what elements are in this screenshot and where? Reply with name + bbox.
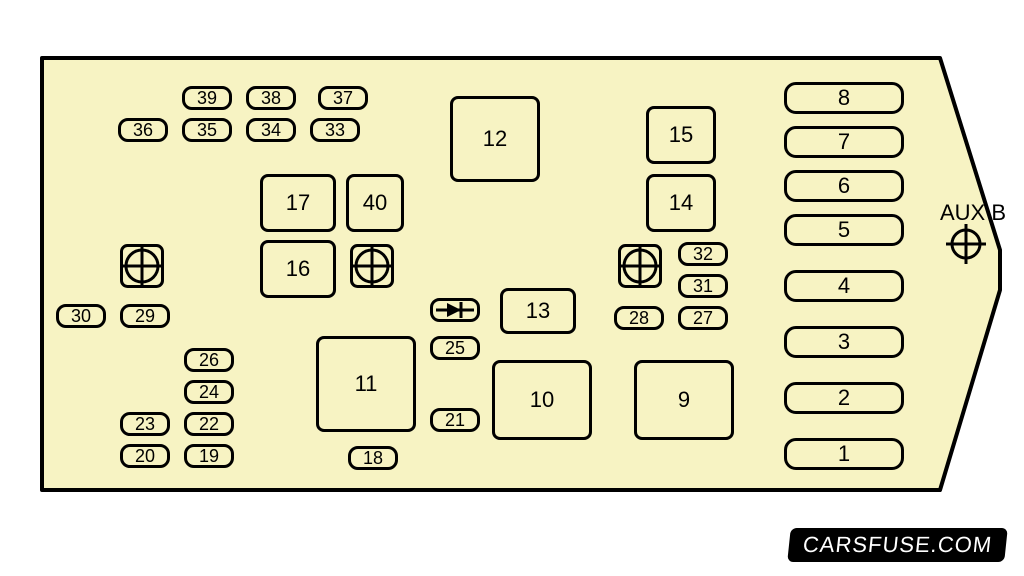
fuse-9: 9 — [634, 360, 734, 440]
fuse-19: 19 — [184, 444, 234, 468]
fuse-3: 3 — [784, 326, 904, 358]
fuse-32: 32 — [678, 242, 728, 266]
fuse-13: 13 — [500, 288, 576, 334]
fuse-box-diagram: 8765432112151417401613111093938373635343… — [0, 0, 1024, 576]
fuse-6: 6 — [784, 170, 904, 202]
fuse-22: 22 — [184, 412, 234, 436]
fuse-30: 30 — [56, 304, 106, 328]
fuse-1: 1 — [784, 438, 904, 470]
stud-crosshair-2-icon — [350, 244, 394, 288]
fuse-34: 34 — [246, 118, 296, 142]
fuse-5: 5 — [784, 214, 904, 246]
fuse-20: 20 — [120, 444, 170, 468]
fuse-11: 11 — [316, 336, 416, 432]
fuse-26: 26 — [184, 348, 234, 372]
fuse-25: 25 — [430, 336, 480, 360]
fuse-35: 35 — [182, 118, 232, 142]
fuse-40: 40 — [346, 174, 404, 232]
fuse-17: 17 — [260, 174, 336, 232]
fuse-31: 31 — [678, 274, 728, 298]
fuse-2: 2 — [784, 382, 904, 414]
fuse-38: 38 — [246, 86, 296, 110]
aux-label: AUX B — [940, 200, 1006, 226]
fuse-28: 28 — [614, 306, 664, 330]
fuse-14: 14 — [646, 174, 716, 232]
watermark: CARSFUSE.COM — [787, 528, 1008, 562]
fuse-37: 37 — [318, 86, 368, 110]
fuse-39: 39 — [182, 86, 232, 110]
fuse-29: 29 — [120, 304, 170, 328]
fuse-24: 24 — [184, 380, 234, 404]
fuse-18: 18 — [348, 446, 398, 470]
fuse-4: 4 — [784, 270, 904, 302]
stud-crosshair-1-icon — [120, 244, 164, 288]
fuse-12: 12 — [450, 96, 540, 182]
fuse-36: 36 — [118, 118, 168, 142]
fuse-23: 23 — [120, 412, 170, 436]
fuse-7: 7 — [784, 126, 904, 158]
fuse-33: 33 — [310, 118, 360, 142]
fuse-10: 10 — [492, 360, 592, 440]
fuse-16: 16 — [260, 240, 336, 298]
fuse-21: 21 — [430, 408, 480, 432]
fuse-8: 8 — [784, 82, 904, 114]
fuse-27: 27 — [678, 306, 728, 330]
aux-b-crosshair-icon — [946, 224, 986, 264]
stud-crosshair-3-icon — [618, 244, 662, 288]
fuse-15: 15 — [646, 106, 716, 164]
diode-icon — [430, 298, 480, 322]
